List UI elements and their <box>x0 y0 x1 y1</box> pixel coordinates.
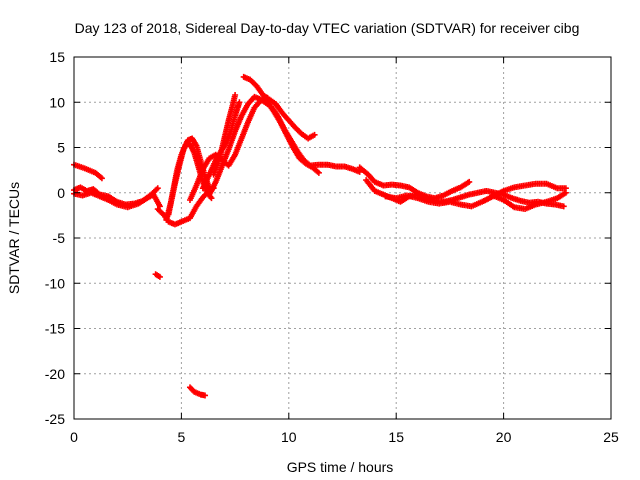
y-tick-label: 10 <box>49 94 65 110</box>
data-point <box>562 189 569 196</box>
data-point <box>315 169 322 176</box>
series-track-18 <box>152 271 163 280</box>
y-tick-label: 5 <box>57 140 65 156</box>
chart-title: Day 123 of 2018, Sidereal Day-to-day VTE… <box>75 20 580 36</box>
y-tick-label: -25 <box>45 411 65 427</box>
y-tick-label: -10 <box>45 275 65 291</box>
series-track-3 <box>71 189 163 211</box>
x-tick-label: 0 <box>70 429 78 445</box>
x-axis-label: GPS time / hours <box>287 459 394 475</box>
x-tick-label: 5 <box>178 429 186 445</box>
x-tick-label: 10 <box>281 429 297 445</box>
y-tick-label: -20 <box>45 366 65 382</box>
series-track-13 <box>268 103 363 175</box>
data-point <box>232 92 239 99</box>
data-point <box>311 131 318 138</box>
y-tick-label: 15 <box>49 49 65 65</box>
y-tick-label: 0 <box>57 185 65 201</box>
y-tick-label: -5 <box>53 230 66 246</box>
axis-ticks: 0 5 10 15 20 25 -25 -20 -15 -10 -5 0 5 10 15 <box>45 49 619 445</box>
data-point <box>208 195 215 202</box>
data-point <box>98 175 105 182</box>
series-track-6 <box>165 140 215 218</box>
data-point <box>560 203 567 210</box>
x-tick-label: 20 <box>496 429 512 445</box>
y-axis-label: SDTVAR / TECUs <box>6 182 22 294</box>
data-point <box>154 185 161 192</box>
series-track-17 <box>489 189 569 213</box>
series-track-9 <box>210 92 239 178</box>
data-point <box>202 392 209 399</box>
data-point <box>236 99 243 106</box>
x-tick-label: 15 <box>388 429 404 445</box>
data-point <box>156 273 163 280</box>
y-tick-label: -15 <box>45 321 65 337</box>
series-track-1 <box>71 161 105 182</box>
data-point <box>466 178 473 185</box>
data-layer <box>71 73 569 399</box>
x-tick-label: 25 <box>603 429 619 445</box>
series-track-19 <box>186 384 209 399</box>
grid-lines <box>74 57 611 419</box>
series-track-7 <box>206 93 271 198</box>
